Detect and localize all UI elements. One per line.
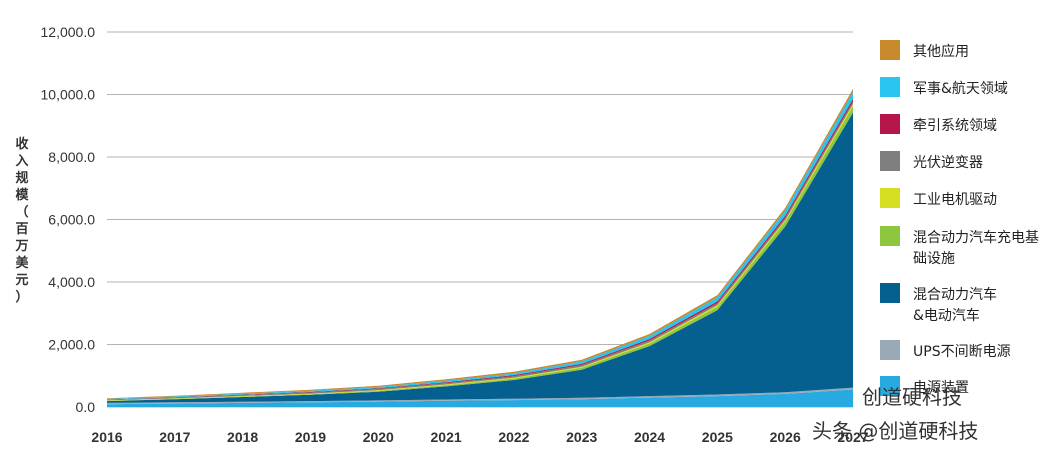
legend-swatch — [880, 376, 900, 396]
x-tick-label: 2023 — [566, 429, 597, 445]
y-axis-label-char: 万 — [14, 239, 28, 254]
area-series — [107, 387, 853, 405]
y-axis-label-char: 模 — [15, 187, 29, 203]
x-tick-label: 2019 — [295, 429, 326, 445]
area-series — [107, 112, 853, 403]
legend-label: 其他应用 — [913, 43, 969, 60]
watermark: 创道硬科技 头条 @创道硬科技 — [812, 385, 978, 443]
x-tick-label: 2024 — [634, 429, 665, 445]
watermark-bottom: 头条 @创道硬科技 — [812, 419, 978, 443]
x-tick-label: 2027 — [837, 429, 868, 445]
watermark-inline: 创道硬科技 — [862, 385, 962, 409]
legend-label: 混合动力汽车充电基 — [913, 229, 1039, 246]
y-axis-ticks: 0.0 2,000.0 4,000.0 6,000.0 8,000.0 10,000.0 1… — [41, 24, 96, 415]
legend-label: 电源装置 — [913, 380, 969, 396]
legend-label: 光伏逆变器 — [913, 155, 983, 171]
x-tick-label: 2026 — [770, 429, 801, 445]
legend-swatch — [880, 40, 900, 60]
x-tick-label: 2025 — [702, 429, 733, 445]
area-series — [107, 389, 853, 407]
legend-label: 础设施 — [913, 251, 955, 267]
legend-label: 军事&航天领域 — [913, 81, 1008, 97]
y-axis-label-char: ） — [15, 289, 28, 305]
y-tick-label: 8,000.0 — [48, 149, 95, 165]
legend-swatch — [880, 226, 900, 246]
y-axis-label-char: 元 — [15, 273, 28, 288]
x-tick-label: 2022 — [498, 429, 529, 445]
y-axis-label-char: （ — [15, 204, 28, 220]
legend-label: UPS不间断电源 — [913, 344, 1011, 360]
x-tick-label: 2020 — [363, 429, 394, 445]
x-axis-ticks: 2016 2017 2018 2019 2020 2021 2022 2023 2024 2025… — [91, 429, 868, 445]
x-tick-label: 2018 — [227, 429, 258, 445]
plot-area — [107, 88, 853, 407]
legend-swatch — [880, 188, 900, 208]
y-tick-label: 4,000.0 — [48, 274, 95, 290]
x-tick-label: 2021 — [431, 429, 462, 445]
legend-label: &电动汽车 — [913, 307, 980, 324]
y-axis-label-char: 百 — [15, 222, 28, 237]
legend-swatch — [880, 283, 900, 303]
legend-swatch — [880, 340, 900, 360]
grid — [107, 31, 853, 408]
x-tick-label: 2016 — [91, 429, 122, 445]
x-tick-label: 2017 — [159, 429, 190, 445]
y-axis-label-char: 收 — [15, 136, 29, 152]
legend-label: 工业电机驱动 — [913, 192, 997, 208]
y-tick-label: 0.0 — [76, 399, 96, 415]
y-tick-label: 2,000.0 — [48, 337, 95, 353]
y-axis-label-char: 美 — [15, 255, 29, 271]
y-axis-label-char: 入 — [15, 154, 28, 169]
y-tick-label: 10,000.0 — [41, 87, 96, 103]
legend-swatch — [880, 151, 900, 171]
y-tick-label: 12,000.0 — [41, 24, 96, 40]
y-axis-label-char: 规 — [15, 171, 28, 186]
legend: 其他应用军事&航天领域牵引系统领域光伏逆变器工业电机驱动混合动力汽车充电基础设施… — [880, 40, 1039, 396]
legend-label: 混合动力汽车 — [913, 286, 997, 303]
y-tick-label: 6,000.0 — [48, 212, 95, 228]
legend-label: 牵引系统领域 — [913, 118, 997, 134]
legend-swatch — [880, 114, 900, 134]
legend-swatch — [880, 77, 900, 97]
